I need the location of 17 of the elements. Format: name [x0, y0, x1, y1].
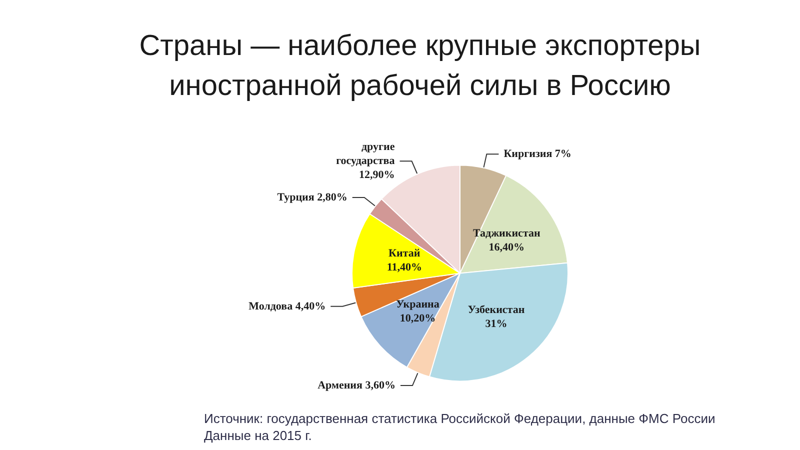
slice-label: Таджикистан: [472, 227, 541, 240]
slice-label: Китай: [388, 248, 421, 260]
slice-label: Узбекистан: [468, 304, 526, 316]
slice-label: Украина: [396, 298, 440, 310]
data-label: 16,40%: [488, 241, 524, 254]
data-label: 11,40%: [386, 262, 422, 274]
text: Данные на 2015 г.: [204, 427, 313, 444]
data-label: 12,90%: [359, 169, 395, 182]
chart-title: Страны — наиболее крупные экспортеры иностранной рабочей силы в Россию: [138, 29, 702, 104]
slice-label: Киргизия 7%: [504, 148, 572, 160]
slice-label: Турция 2,80%: [277, 191, 348, 204]
data-label: 31%: [485, 318, 508, 330]
data-label: 10,20%: [400, 312, 436, 324]
slice-label: Армения 3,60%: [318, 380, 396, 392]
slice-label: другие государства: [336, 141, 396, 168]
slice-label: Молдова 4,40%: [248, 300, 326, 312]
text: Источник: государственная статистика Российской Федерации, данные ФМС России: [204, 410, 716, 427]
